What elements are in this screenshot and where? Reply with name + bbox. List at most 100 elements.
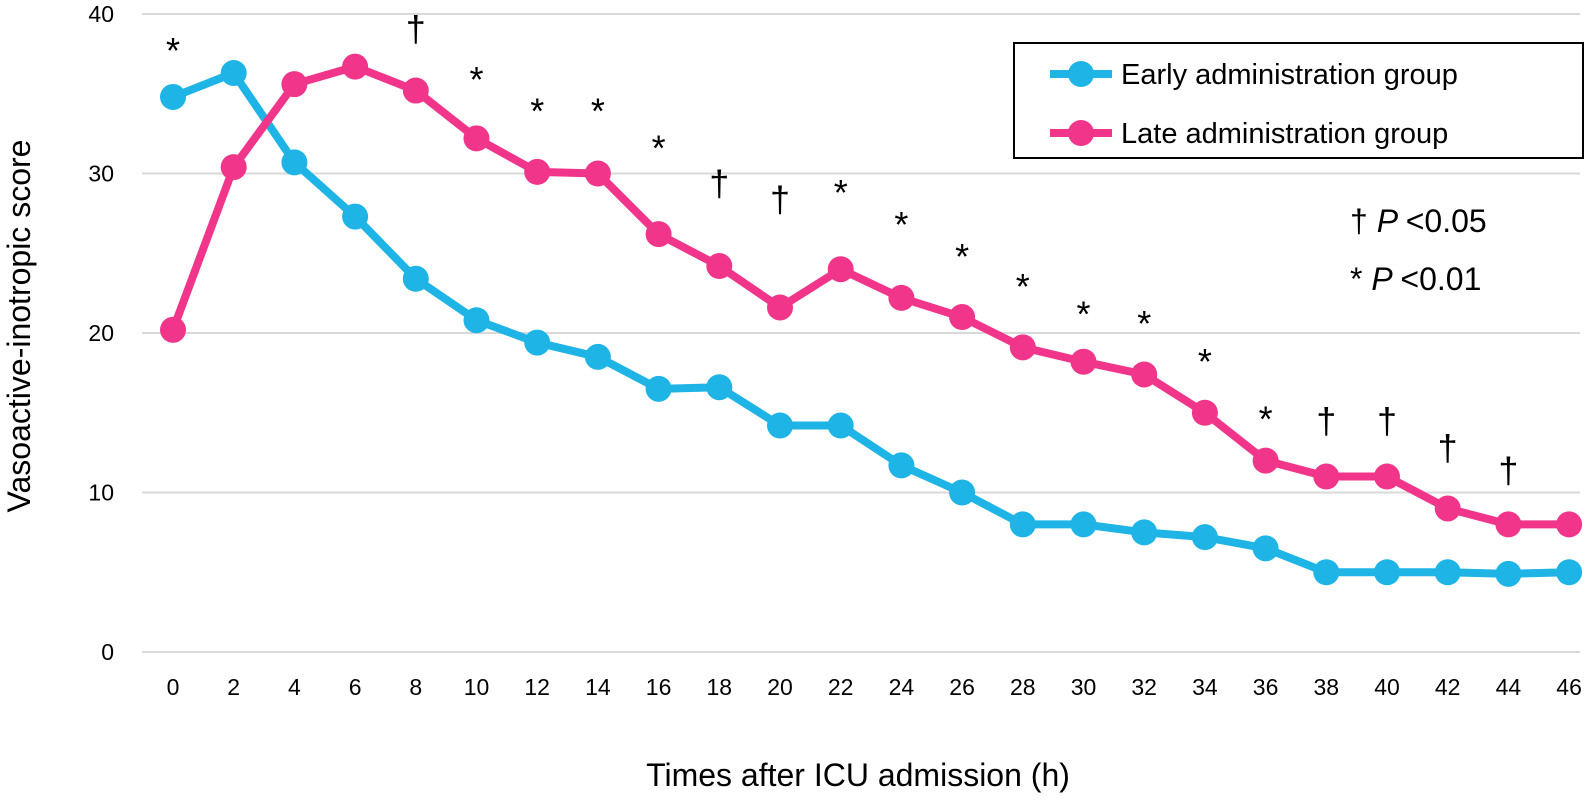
- data-point: [524, 329, 551, 356]
- significance-mark: *: [469, 59, 483, 100]
- data-point: [1374, 559, 1400, 586]
- data-point: [1252, 447, 1279, 474]
- significance-mark: †: [1438, 427, 1458, 468]
- data-point: [1009, 511, 1036, 538]
- data-point: [827, 412, 854, 439]
- x-tick-label: 24: [889, 674, 915, 700]
- data-point: [1374, 463, 1400, 490]
- data-point: [402, 77, 429, 104]
- data-point: [706, 253, 733, 280]
- significance-mark: †: [1316, 400, 1336, 441]
- key-symbol: *: [1350, 261, 1371, 297]
- x-tick-label: 44: [1496, 674, 1522, 700]
- data-point: [1009, 334, 1036, 361]
- legend-label: Late administration group: [1121, 118, 1448, 150]
- significance-mark: *: [530, 91, 544, 132]
- data-point: [888, 452, 915, 479]
- x-tick-label: 14: [585, 674, 611, 700]
- data-point: [463, 307, 490, 334]
- significance-key-entry: † P <0.05: [1350, 203, 1487, 239]
- x-tick-label: 26: [949, 674, 975, 700]
- x-tick-label: 10: [464, 674, 490, 700]
- legend-label: Early administration group: [1121, 59, 1458, 91]
- x-tick-label: 18: [707, 674, 733, 700]
- x-tick-label: 4: [288, 674, 301, 700]
- data-point: [888, 284, 915, 311]
- y-tick-label: 40: [88, 1, 114, 27]
- data-point: [1434, 559, 1461, 586]
- legend-box: [1013, 42, 1584, 159]
- data-point: [220, 60, 247, 87]
- data-point: [1070, 511, 1097, 538]
- data-point: [160, 83, 186, 110]
- x-tick-label: 30: [1071, 674, 1097, 700]
- data-point: [342, 53, 369, 80]
- key-p-label: P: [1371, 261, 1400, 297]
- data-point: [1434, 495, 1461, 522]
- data-point: [1191, 524, 1218, 551]
- y-tick-label: 30: [88, 161, 114, 187]
- y-axis-ticks: 0 10 20 30 40: [88, 1, 114, 665]
- data-point: [160, 316, 186, 343]
- data-point: [1495, 560, 1522, 587]
- x-axis-title: Times after ICU admission (h): [646, 757, 1070, 793]
- series: [160, 53, 1583, 587]
- significance-mark: †: [709, 162, 729, 203]
- significance-mark: *: [955, 236, 969, 277]
- data-point: [1556, 511, 1583, 538]
- data-point: [827, 256, 854, 283]
- data-point: [645, 375, 672, 402]
- significance-mark: *: [652, 127, 666, 168]
- y-tick-label: 0: [101, 639, 114, 665]
- x-tick-label: 2: [227, 674, 240, 700]
- data-point: [1191, 399, 1218, 426]
- data-point: [706, 374, 733, 401]
- significance-marks: * † * * * * † † * * * * * * * * † † † †: [166, 8, 1518, 491]
- data-point: [402, 265, 429, 292]
- data-point: [949, 304, 976, 331]
- data-point: [524, 158, 551, 185]
- data-point: [1252, 535, 1279, 562]
- data-point: [767, 294, 793, 321]
- significance-mark: †: [1498, 450, 1518, 491]
- significance-mark: *: [1016, 266, 1030, 307]
- key-p-label: P: [1377, 203, 1406, 239]
- x-tick-label: 0: [167, 674, 180, 700]
- data-point: [1131, 519, 1158, 546]
- significance-mark: *: [1076, 293, 1090, 334]
- significance-key: † P <0.05 * P <0.01: [1350, 203, 1487, 297]
- data-point: [1313, 463, 1340, 490]
- data-point: [1556, 559, 1583, 586]
- significance-mark: †: [770, 178, 790, 219]
- data-point: [1070, 348, 1097, 375]
- series-early: [160, 60, 1583, 587]
- data-point: [949, 479, 976, 506]
- x-tick-label: 32: [1131, 674, 1157, 700]
- x-axis-ticks: 0 2 4 6 8 10 12 14 16 18 20 22 24 26 28 30 32 34 36 38 40 42 4…: [167, 674, 1582, 700]
- legend-swatch-marker: [1068, 120, 1094, 146]
- data-point: [767, 412, 793, 439]
- significance-mark: †: [406, 8, 426, 49]
- y-tick-label: 20: [88, 320, 114, 346]
- data-point: [342, 203, 369, 230]
- data-point: [1495, 511, 1522, 538]
- x-tick-label: 16: [646, 674, 672, 700]
- x-tick-label: 6: [349, 674, 362, 700]
- series-late: [160, 53, 1583, 538]
- x-tick-label: 42: [1435, 674, 1461, 700]
- y-tick-label: 10: [88, 480, 114, 506]
- data-point: [584, 160, 611, 187]
- key-threshold: <0.01: [1400, 261, 1481, 297]
- x-tick-label: 20: [767, 674, 793, 700]
- key-symbol: †: [1350, 203, 1377, 239]
- significance-mark: *: [1137, 303, 1151, 344]
- data-point: [220, 154, 247, 181]
- grid: [142, 13, 1580, 653]
- key-threshold: <0.05: [1406, 203, 1487, 239]
- significance-mark: *: [166, 30, 180, 71]
- x-tick-label: 38: [1314, 674, 1340, 700]
- significance-mark: †: [1377, 400, 1397, 441]
- significance-key-entry: * P <0.01: [1350, 261, 1481, 297]
